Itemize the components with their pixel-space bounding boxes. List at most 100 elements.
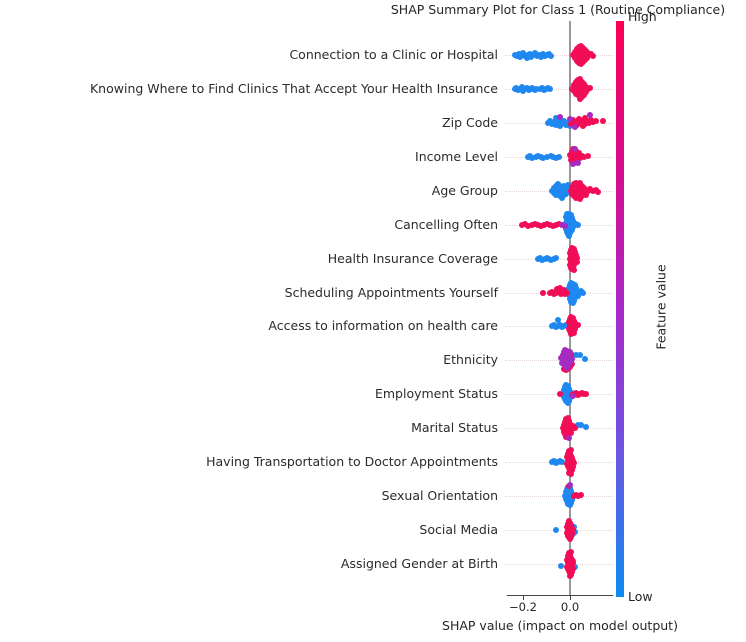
shap-point	[528, 154, 535, 161]
shap-point	[581, 91, 588, 98]
shap-point	[567, 359, 574, 366]
shap-point	[569, 568, 576, 575]
shap-point	[563, 289, 570, 296]
shap-point	[586, 111, 593, 118]
shap-point	[555, 317, 561, 324]
shap-point	[567, 571, 574, 578]
shap-point	[567, 430, 574, 437]
shap-point	[547, 53, 554, 59]
shap-point	[585, 152, 592, 159]
shap-point	[594, 188, 601, 195]
shap-point	[574, 322, 581, 329]
colorbar-high-label: High	[628, 9, 657, 24]
shap-point	[571, 145, 578, 152]
x-tick-mark	[570, 596, 572, 600]
shap-point	[569, 497, 576, 504]
feature-label: Cancelling Often	[394, 216, 498, 232]
feature-label: Access to information on health care	[268, 318, 498, 334]
shap-point	[533, 85, 540, 92]
shap-point	[560, 117, 567, 124]
shap-point	[574, 159, 581, 166]
shap-point	[559, 194, 565, 201]
feature-label: Marital Status	[411, 420, 498, 436]
shap-point	[599, 117, 606, 124]
shap-point	[574, 493, 581, 500]
feature-label: Health Insurance Coverage	[327, 250, 498, 266]
shap-point	[524, 222, 531, 229]
row-gridline	[505, 428, 613, 430]
shap-point	[582, 120, 589, 127]
shap-point	[547, 256, 554, 263]
shap-point	[593, 117, 600, 124]
shap-point	[567, 500, 574, 507]
shap-point	[569, 226, 576, 233]
shap-point	[538, 54, 545, 60]
shap-point	[519, 221, 526, 228]
shap-point	[574, 258, 581, 265]
shap-point	[573, 352, 580, 359]
x-tick-label: 0.0	[560, 600, 580, 614]
shap-point	[567, 471, 574, 478]
shap-point	[586, 185, 593, 192]
feature-label: Social Media	[419, 522, 498, 538]
shap-point	[571, 425, 578, 432]
shap-point	[562, 222, 569, 229]
shap-point	[582, 191, 589, 198]
shap-point	[577, 195, 584, 202]
shap-point	[570, 393, 577, 400]
shap-point	[578, 492, 585, 499]
shap-point	[567, 395, 573, 402]
colorbar-low-label: Low	[628, 589, 653, 604]
shap-point	[543, 220, 550, 227]
shap-point	[575, 115, 582, 122]
shap-point	[543, 153, 550, 160]
shap-point	[567, 115, 573, 122]
shap-point	[552, 154, 559, 161]
shap-point	[590, 187, 597, 194]
shap-point	[582, 356, 589, 363]
shap-point	[552, 254, 559, 261]
shap-point	[566, 232, 573, 239]
row-gridline	[505, 88, 613, 90]
shap-point	[570, 160, 577, 167]
shap-point	[564, 187, 571, 194]
shap-point	[571, 326, 578, 333]
shap-point	[582, 424, 589, 431]
x-tick-label: −0.2	[509, 600, 537, 614]
shap-point	[570, 266, 577, 273]
shap-point	[571, 123, 578, 130]
shap-point	[570, 460, 577, 467]
feature-label: Assigned Gender at Birth	[340, 555, 498, 571]
shap-point	[567, 548, 574, 555]
shap-point	[552, 114, 559, 121]
shap-point	[582, 88, 589, 95]
shap-point	[518, 83, 525, 90]
feature-label: Scheduling Appointments Yourself	[284, 284, 498, 300]
shap-point	[559, 221, 565, 228]
feature-label: Age Group	[431, 182, 498, 198]
chart-title: SHAP Summary Plot for Class 1 (Routine C…	[390, 2, 726, 17]
shap-point	[574, 422, 581, 429]
shap-point	[567, 482, 573, 489]
shap-point	[577, 352, 584, 359]
shap-point	[555, 220, 562, 227]
shap-point	[564, 363, 571, 370]
shap-point	[578, 192, 585, 199]
shap-point	[574, 254, 581, 261]
shap-point	[556, 122, 563, 129]
shap-point	[567, 447, 574, 454]
shap-point	[547, 85, 554, 92]
shap-point	[523, 55, 530, 61]
shap-point	[567, 349, 573, 356]
shap-point	[583, 55, 590, 61]
x-axis-spine	[507, 595, 613, 596]
shap-point	[552, 527, 559, 534]
feature-label: Knowing Where to Find Clinics That Accep…	[89, 80, 498, 96]
shap-point	[567, 120, 574, 127]
feature-label: Zip Code	[442, 114, 498, 130]
shap-point	[539, 256, 546, 263]
shap-point	[574, 292, 581, 299]
